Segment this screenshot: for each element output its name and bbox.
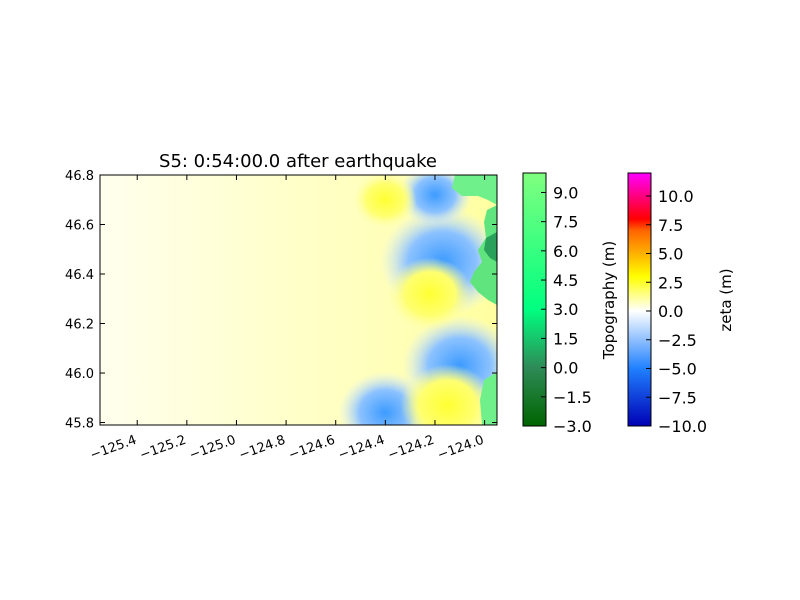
zeta-colorbar-bar — [627, 172, 652, 427]
zeta-colorbar-tick-label: −5.0 — [658, 360, 697, 379]
chart-title: S5: 0:54:00.0 after earthquake — [159, 151, 437, 172]
surface-feature-positive-6 — [353, 175, 417, 228]
y-tick-label: 46.6 — [65, 219, 94, 234]
topography-colorbar-tick-label: 9.0 — [553, 183, 578, 202]
x-tick-label: −125.0 — [187, 433, 237, 464]
zeta-colorbar-tick-label: −10.0 — [658, 417, 707, 436]
zeta-colorbar-tick-label: 7.5 — [658, 216, 683, 235]
y-tick-label: 46.2 — [65, 318, 94, 333]
x-tick-label: −125.2 — [138, 433, 188, 464]
zeta-colorbar-tick-label: −7.5 — [658, 388, 697, 407]
topography-colorbar: −3.0 −1.5 0.0 1.5 3.0 4.5 6.0 7.5 9.0 Topography… — [522, 172, 618, 436]
y-tick-label: 46.8 — [65, 169, 94, 184]
topography-colorbar-bar — [522, 172, 547, 427]
x-tick-label: −124.2 — [386, 433, 436, 464]
x-tick-label: −124.0 — [436, 433, 486, 464]
topography-colorbar-tick-label: 1.5 — [553, 329, 578, 348]
plot-area — [99, 174, 498, 426]
zeta-colorbar-tick-label: 5.0 — [658, 245, 683, 264]
topography-colorbar-tick-label: −3.0 — [553, 417, 592, 436]
land-north — [452, 175, 497, 205]
topography-colorbar-tick-label: −1.5 — [553, 388, 592, 407]
topography-colorbar-tick-label: 0.0 — [553, 359, 578, 378]
y-axis: 45.8 46.0 46.2 46.4 46.6 46.8 — [65, 169, 497, 432]
x-tick-label: −124.6 — [287, 433, 337, 464]
zeta-colorbar-tick-label: 10.0 — [658, 187, 694, 206]
x-tick-label: −125.4 — [88, 433, 138, 464]
x-tick-label: −124.8 — [237, 433, 287, 464]
topography-colorbar-label: Topography (m) — [600, 241, 618, 360]
y-tick-label: 46.4 — [65, 268, 94, 283]
x-tick-label: −124.4 — [336, 433, 386, 464]
zeta-colorbar-tick-label: 0.0 — [658, 302, 683, 321]
topography-colorbar-tick-label: 4.5 — [553, 271, 578, 290]
plot-frame — [99, 174, 498, 426]
y-tick-label: 45.8 — [65, 417, 94, 432]
surface-feature-positive-4 — [400, 364, 495, 425]
topography-colorbar-tick-label: 7.5 — [553, 213, 578, 232]
land-central-dark — [484, 232, 497, 262]
y-tick-label: 46.0 — [65, 367, 94, 382]
topography-colorbar-tick-label: 3.0 — [553, 300, 578, 319]
surface-features — [338, 175, 497, 425]
zeta-colorbar: −10.0 −7.5 −5.0 −2.5 0.0 2.5 5.0 7.5 10.0 zeta (… — [627, 172, 735, 436]
surface-feature-positive-5 — [388, 257, 472, 331]
land-south — [480, 372, 497, 425]
zeta-colorbar-tick-label: 2.5 — [658, 273, 683, 292]
coastline-land — [452, 175, 497, 425]
land-central — [470, 205, 497, 305]
zeta-colorbar-tick-label: −2.5 — [658, 331, 697, 350]
zeta-colorbar-label: zeta (m) — [717, 268, 735, 331]
topography-colorbar-tick-label: 6.0 — [553, 242, 578, 261]
